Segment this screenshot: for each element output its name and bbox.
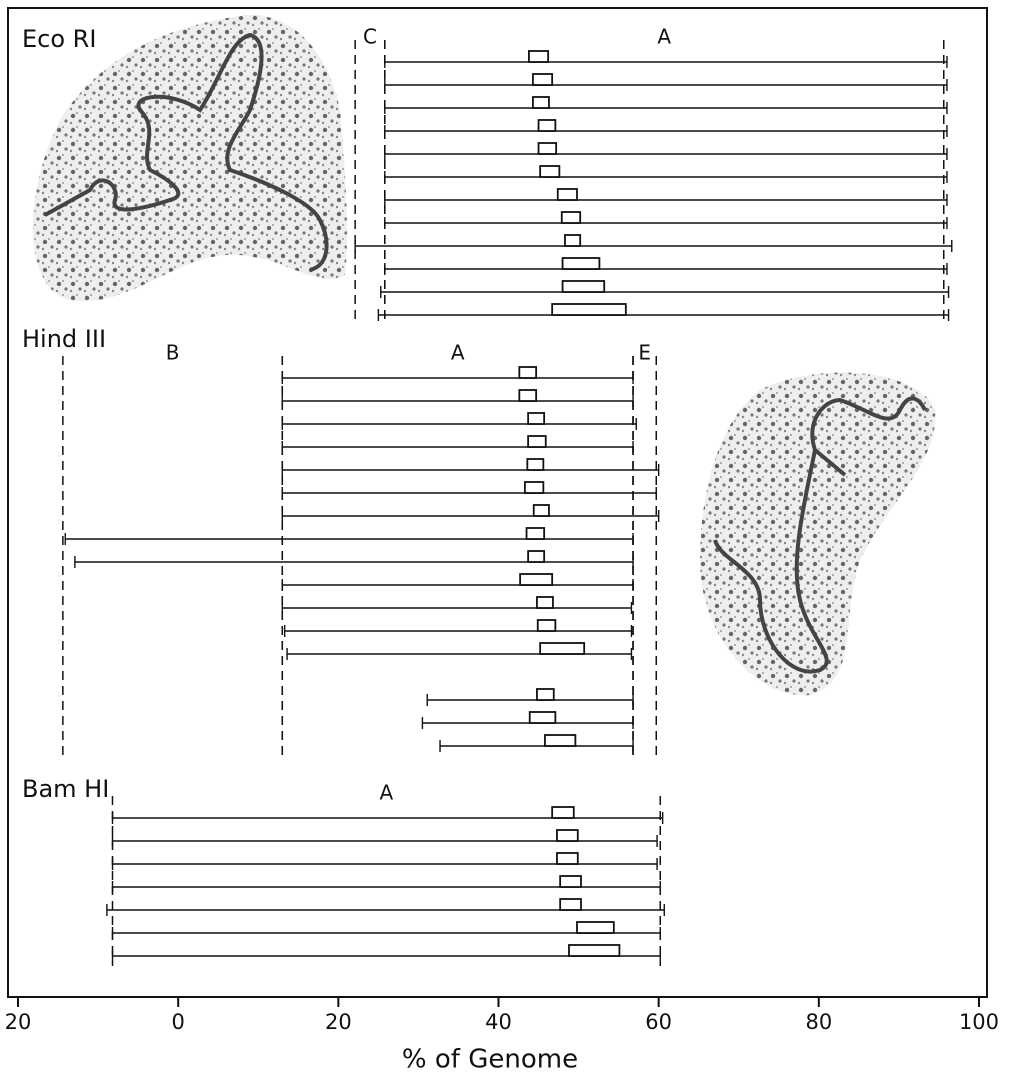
loop	[552, 304, 626, 315]
loop	[520, 574, 552, 585]
loop	[530, 712, 556, 723]
loop	[537, 597, 553, 608]
x-tick-label: 80	[805, 1010, 832, 1034]
panel-title: Eco RI	[22, 25, 96, 53]
loop	[560, 899, 581, 910]
x-tick-label: 20	[325, 1010, 352, 1034]
loop	[563, 258, 600, 269]
loop	[533, 74, 552, 85]
panel-title: Hind III	[22, 325, 106, 353]
loop	[528, 551, 544, 562]
fragment-label: A	[380, 781, 394, 805]
loop	[557, 853, 578, 864]
x-tick-label: 40	[485, 1010, 512, 1034]
micrograph	[700, 373, 935, 696]
x-tick-label: 20	[5, 1010, 32, 1034]
loop	[539, 120, 556, 131]
axis-title: % of Genome	[402, 1045, 578, 1075]
loop	[540, 643, 584, 654]
fragment-label: A	[657, 25, 671, 49]
x-tick-label: 100	[959, 1010, 999, 1034]
loop	[525, 482, 543, 493]
loop	[552, 807, 574, 818]
loop	[527, 528, 545, 539]
loop	[569, 945, 619, 956]
x-tick-label: 0	[171, 1010, 184, 1034]
loop	[577, 922, 614, 933]
loop	[534, 505, 549, 516]
loop	[537, 689, 554, 700]
loop	[558, 189, 577, 200]
loop	[528, 436, 546, 447]
loop	[529, 51, 548, 62]
loop	[539, 143, 557, 154]
page: {"chart_data": { "type": "molecule-map",…	[0, 0, 1017, 1079]
loop	[519, 367, 536, 378]
loop	[545, 735, 575, 746]
micrograph	[33, 15, 347, 301]
fragment-label: B	[166, 341, 180, 365]
loop	[557, 830, 578, 841]
loop	[563, 281, 605, 292]
loop	[533, 97, 549, 108]
figure: % of Genome 20 0 20 40 60 80 100 Eco RI C A Hind I…	[0, 0, 1017, 1079]
fragment-label: E	[638, 341, 651, 365]
loop	[519, 390, 536, 401]
fragment-label: A	[451, 341, 465, 365]
loop	[538, 620, 556, 631]
fragment-label: C	[363, 25, 377, 49]
loop	[562, 212, 580, 223]
loop	[527, 459, 543, 470]
loop	[560, 876, 581, 887]
panel-title: Bam HI	[22, 775, 109, 803]
loop	[528, 413, 544, 424]
loop	[565, 235, 580, 246]
loop	[540, 166, 559, 177]
x-tick-label: 60	[645, 1010, 672, 1034]
